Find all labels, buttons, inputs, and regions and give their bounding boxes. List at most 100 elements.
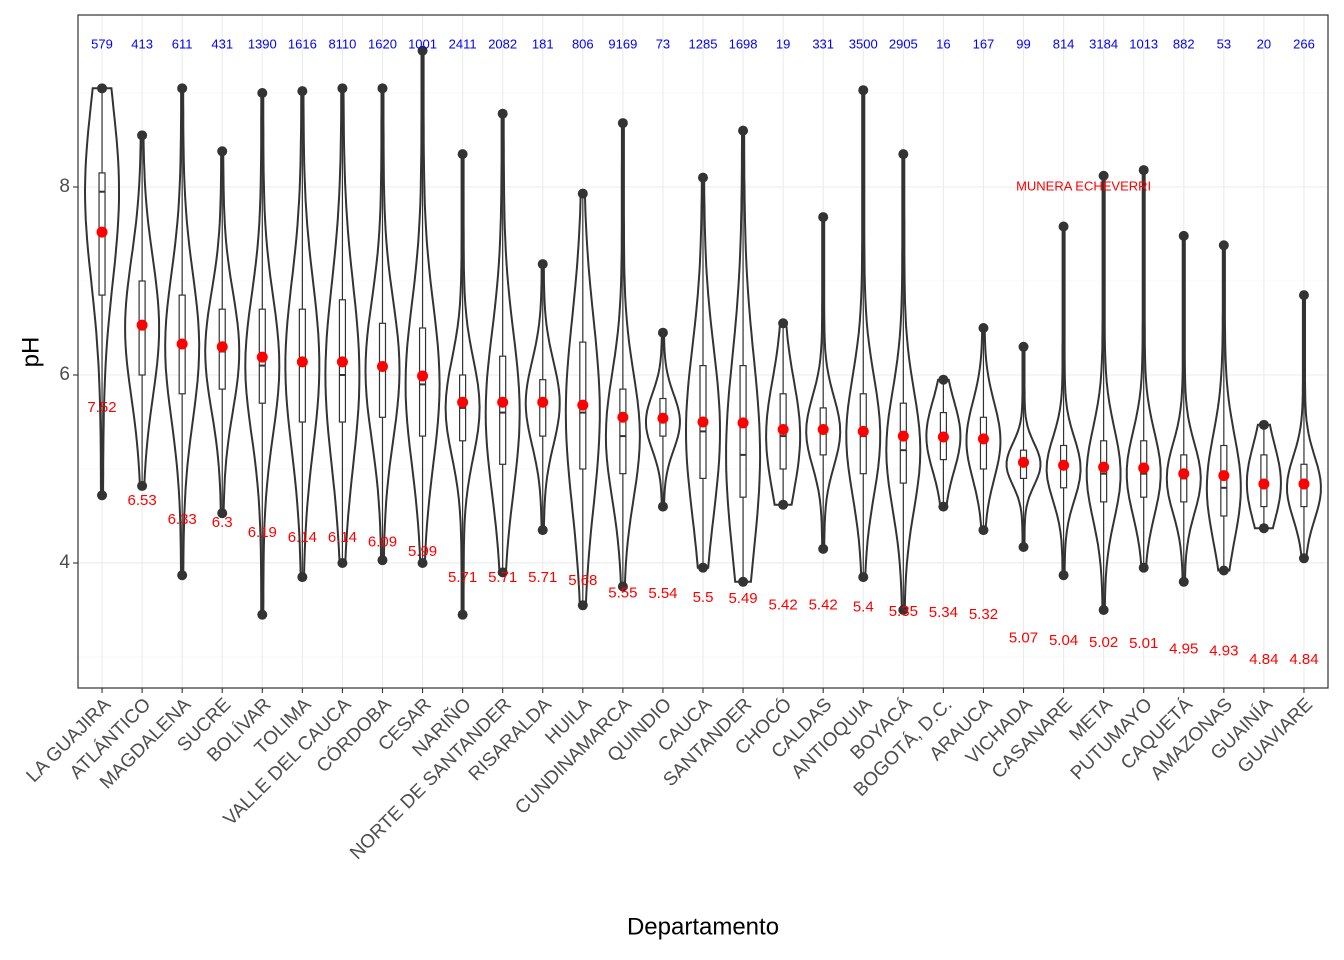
mean-point (577, 399, 589, 411)
mean-point (1298, 478, 1310, 490)
outlier-high (577, 188, 588, 199)
outlier-high (537, 259, 548, 270)
outlier-low (97, 490, 108, 501)
mean-point (1178, 468, 1190, 480)
count-label: 3500 (849, 36, 878, 51)
mean-label: 5.34 (929, 604, 958, 621)
box (899, 402, 907, 484)
outlier-high (497, 108, 508, 119)
count-label: 1001 (408, 36, 437, 51)
mean-label: 5.32 (969, 606, 998, 623)
outlier-low (257, 609, 268, 620)
mean-point (777, 424, 789, 436)
count-label: 9169 (608, 36, 637, 51)
outlier-low (1138, 562, 1149, 573)
violin (83, 87, 120, 497)
mean-label: 4.95 (1169, 641, 1198, 658)
box (499, 355, 507, 465)
mean-label: 5.35 (889, 603, 918, 620)
outlier-high (1018, 341, 1029, 352)
box (418, 327, 427, 437)
outlier-low (1218, 565, 1229, 576)
outlier-high (297, 86, 308, 97)
outlier-high (1258, 419, 1269, 430)
mean-point (617, 411, 629, 423)
mean-label: 5.55 (608, 584, 637, 601)
y-tick-label: 8 (59, 176, 70, 197)
count-label: 2411 (449, 36, 477, 51)
mean-point (376, 361, 388, 373)
count-label: 167 (973, 36, 995, 51)
mean-label: 6.19 (248, 524, 277, 541)
mean-label: 6.33 (168, 511, 197, 528)
outlier-low (537, 525, 548, 536)
outlier-low (417, 557, 428, 568)
mean-point (1098, 461, 1110, 473)
mean-label: 6.14 (288, 529, 317, 546)
outlier-low (898, 604, 909, 615)
mean-point (937, 431, 949, 443)
count-label: 331 (812, 36, 834, 51)
count-label: 3184 (1089, 36, 1118, 51)
outlier-high (377, 83, 388, 94)
mean-label: 4.84 (1249, 651, 1278, 668)
mean-label: 6.14 (328, 529, 357, 546)
outlier-high (657, 327, 668, 338)
box (739, 364, 747, 498)
mean-point (136, 319, 148, 331)
count-label: 431 (211, 36, 233, 51)
count-label: 99 (1016, 36, 1030, 51)
mean-label: 6.09 (368, 534, 397, 551)
outlier-low (1058, 570, 1069, 581)
mean-label: 5.49 (728, 590, 757, 607)
mean-label: 5.42 (809, 596, 838, 613)
mean-label: 6.53 (128, 492, 157, 509)
mean-point (336, 356, 348, 368)
outlier-low (137, 480, 148, 491)
outlier-low (177, 570, 188, 581)
mean-point (1018, 456, 1030, 468)
mean-point (697, 416, 709, 428)
count-label: 8110 (328, 36, 356, 51)
mean-label: 5.68 (568, 572, 597, 589)
outlier-high (1098, 170, 1109, 181)
outlier-high (698, 172, 708, 183)
mean-point (296, 356, 308, 368)
outlier-low (778, 499, 789, 510)
mean-point (256, 351, 268, 363)
outlier-low (1098, 604, 1109, 615)
mean-point (1258, 478, 1270, 490)
mean-point (176, 338, 188, 350)
outlier-high (137, 130, 148, 141)
count-label: 266 (1293, 36, 1315, 51)
outlier-high (978, 323, 989, 334)
count-label: 19 (776, 36, 790, 51)
outlier-low (297, 572, 308, 583)
mean-label: 4.93 (1209, 643, 1238, 660)
mean-point (1138, 462, 1150, 474)
count-label: 181 (532, 36, 554, 51)
outlier-high (778, 318, 789, 329)
mean-point (977, 433, 989, 445)
y-tick-label: 6 (59, 364, 70, 385)
mean-label: 4.84 (1289, 651, 1318, 668)
mean-label: 5.71 (448, 569, 477, 586)
count-label: 2082 (488, 36, 517, 51)
mean-label: 5.99 (408, 543, 437, 560)
outlier-low (497, 567, 508, 578)
outlier-low (938, 501, 949, 512)
outlier-low (577, 600, 588, 611)
mean-label: 5.4 (853, 598, 874, 615)
outlier-high (1138, 165, 1149, 176)
mean-label: 5.71 (528, 569, 557, 586)
box (539, 379, 547, 437)
annotation: MUNERA ECHEVERRI (1016, 178, 1151, 193)
mean-point (1218, 470, 1230, 482)
mean-label: 5.07 (1009, 629, 1038, 646)
mean-point (657, 412, 669, 424)
mean-label: 5.54 (648, 585, 677, 602)
outlier-low (858, 572, 869, 583)
mean-point (897, 430, 909, 442)
count-label: 16 (936, 36, 950, 51)
mean-point (537, 396, 549, 408)
